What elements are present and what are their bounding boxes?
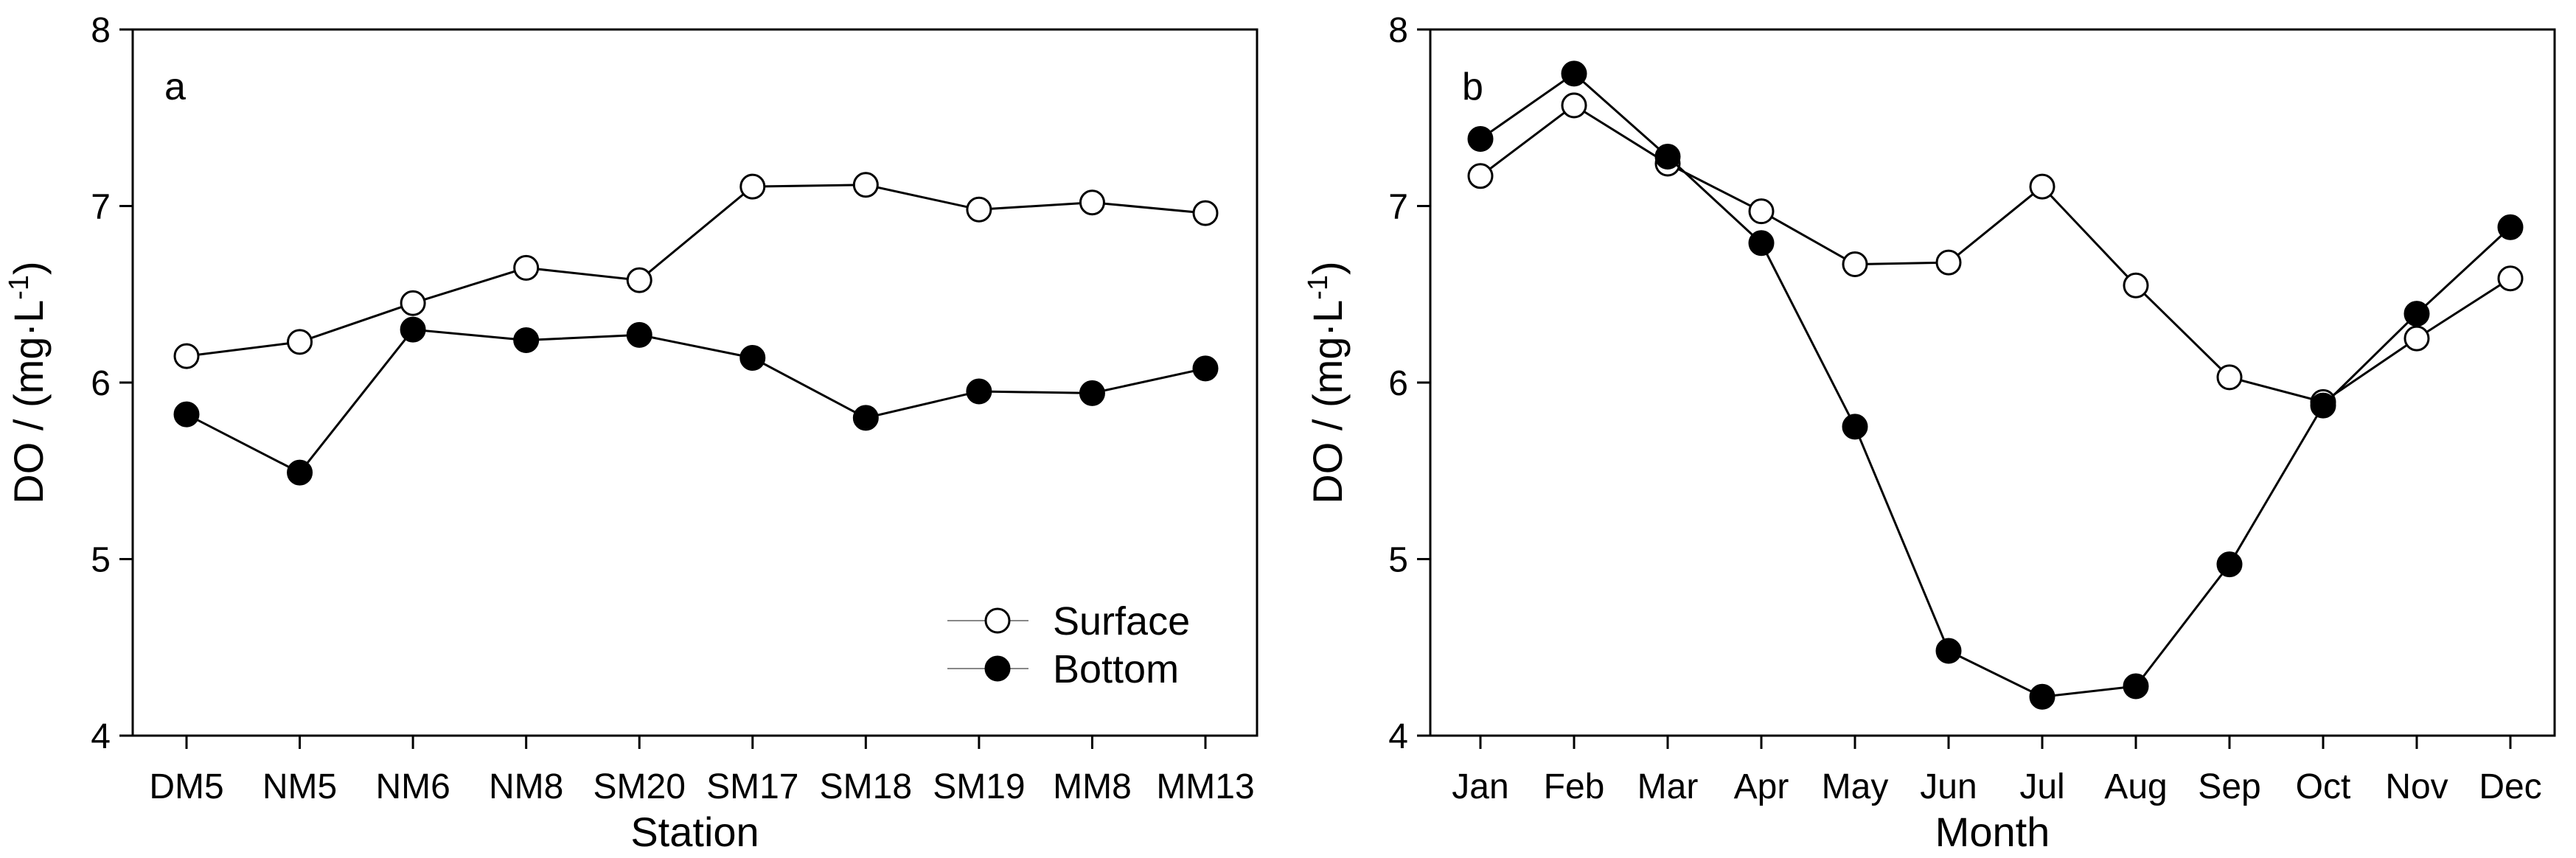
- x-tick-label: Nov: [2385, 767, 2448, 806]
- x-tick-label: MM8: [1053, 767, 1132, 806]
- bottom-point: [2123, 673, 2149, 700]
- bottom-point: [966, 378, 992, 405]
- surface-point: [1079, 189, 1105, 216]
- surface-point: [739, 173, 766, 200]
- bottom-series-line: [1480, 72, 2512, 698]
- x-tick-label: Jul: [2019, 767, 2064, 806]
- x-tick-label: Oct: [2296, 767, 2351, 806]
- y-tick-label: 8: [91, 11, 111, 50]
- bottom-point: [513, 327, 540, 354]
- x-tick-label: MM13: [1156, 767, 1254, 806]
- bottom-point: [2310, 392, 2336, 419]
- bottom-point: [1079, 380, 1105, 406]
- x-tick-label: NM8: [489, 767, 563, 806]
- surface-point: [173, 343, 200, 369]
- y-tick-label: 5: [1388, 541, 1408, 580]
- bottom-point: [2497, 214, 2524, 240]
- surface-series-line: [186, 184, 1206, 358]
- surface-point: [513, 254, 540, 281]
- x-tick-label: Sep: [2198, 767, 2260, 806]
- surface-point: [966, 196, 992, 223]
- bottom-point: [1935, 638, 1962, 664]
- bottom-point: [852, 405, 879, 431]
- x-tick-label: NM6: [375, 767, 450, 806]
- legend-label-surface: Surface: [1053, 599, 1190, 644]
- x-axis-title: Month: [1935, 809, 2050, 855]
- bottom-point: [2403, 301, 2430, 327]
- y-tick-label: 4: [1388, 717, 1408, 756]
- y-tick-label: 6: [1388, 364, 1408, 403]
- x-tick-label: Mar: [1637, 767, 1699, 806]
- bottom-point: [173, 401, 200, 428]
- x-tick-label: Aug: [2104, 767, 2167, 806]
- x-tick-label: Jun: [1920, 767, 1977, 806]
- surface-point: [2403, 325, 2430, 352]
- bottom-point: [1192, 355, 1219, 382]
- y-axis-title: DO / (mg·L-1): [4, 261, 52, 503]
- y-tick-label: 6: [91, 364, 111, 403]
- x-tick-label: May: [1822, 767, 1889, 806]
- plot-frame: [1429, 28, 2556, 737]
- x-axis-title: Station: [630, 809, 759, 855]
- y-tick-label: 4: [91, 717, 111, 756]
- x-tick-label: Jan: [1452, 767, 1508, 806]
- panel-label: a: [164, 66, 186, 108]
- bottom-point: [1654, 143, 1681, 170]
- surface-point: [1748, 198, 1775, 225]
- x-tick-label: SM17: [706, 767, 798, 806]
- panel-label: b: [1462, 66, 1483, 108]
- x-tick-label: DM5: [149, 767, 223, 806]
- bottom-point: [1842, 414, 1868, 440]
- x-tick-label: SM20: [593, 767, 686, 806]
- surface-point: [1935, 249, 1962, 276]
- panel-b: 4 5 6 7 8 Jan Feb Mar Apr May Jun Jul Aug Sep Oct Nov De…: [1303, 11, 2556, 855]
- legend-label-bottom: Bottom: [1053, 647, 1179, 691]
- legend-marker-bottom: [984, 655, 1011, 682]
- surface-point: [2216, 364, 2243, 391]
- bottom-point: [626, 321, 652, 348]
- legend-marker-surface: [984, 607, 1011, 634]
- surface-point: [2497, 265, 2524, 292]
- surface-point: [2123, 272, 2149, 299]
- panel-a: 4 5 6 7 8 DM5 NM5 NM6 NM8 SM20 SM17 SM18 SM19 MM8 MM13…: [4, 11, 1259, 855]
- bottom-point: [1561, 60, 1587, 87]
- surface-point: [287, 329, 313, 355]
- bottom-series-line: [186, 328, 1206, 475]
- y-tick-label: 8: [1388, 11, 1408, 50]
- bottom-point: [739, 344, 766, 371]
- surface-series-line: [1480, 104, 2511, 403]
- bottom-point: [287, 459, 313, 486]
- x-tick-label: Feb: [1544, 767, 1605, 806]
- surface-point: [1561, 92, 1587, 119]
- y-tick-label: 5: [91, 541, 111, 580]
- surface-point: [1467, 163, 1494, 189]
- bottom-point: [400, 316, 426, 343]
- x-tick-label: SM19: [933, 767, 1025, 806]
- bottom-point: [1467, 125, 1494, 152]
- surface-point: [626, 267, 652, 293]
- bottom-point: [2029, 683, 2055, 710]
- surface-point: [400, 290, 426, 316]
- x-tick-label: Dec: [2479, 767, 2541, 806]
- x-tick-label: NM5: [262, 767, 337, 806]
- x-tick-label: SM18: [820, 767, 912, 806]
- y-tick-label: 7: [1388, 188, 1408, 227]
- x-tick-label: Apr: [1734, 767, 1789, 806]
- surface-point: [852, 172, 879, 198]
- surface-point: [1842, 251, 1868, 278]
- bottom-point: [2216, 551, 2243, 578]
- bottom-point: [1748, 230, 1775, 257]
- surface-point: [2029, 173, 2055, 200]
- y-tick-label: 7: [91, 188, 111, 227]
- y-axis-title: DO / (mg·L-1): [1303, 261, 1351, 503]
- surface-point: [1192, 200, 1219, 226]
